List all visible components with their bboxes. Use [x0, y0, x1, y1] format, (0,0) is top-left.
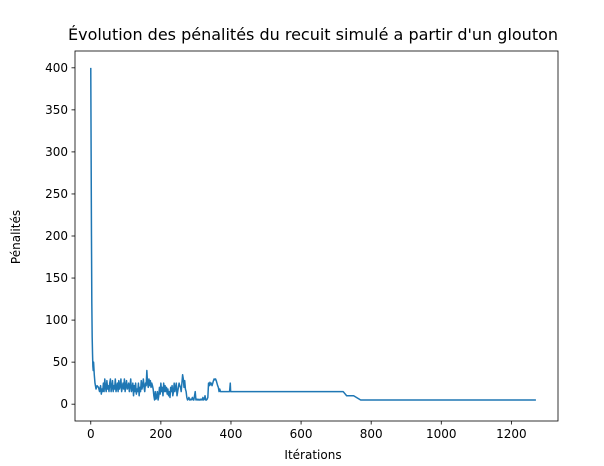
y-tick-label: 50 — [53, 355, 68, 369]
x-tick-label: 800 — [360, 427, 383, 441]
y-tick-label: 150 — [45, 271, 68, 285]
x-tick-label: 0 — [87, 427, 95, 441]
y-axis-label: Pénalités — [9, 210, 23, 264]
y-tick-label: 100 — [45, 313, 68, 327]
x-tick-label: 1200 — [496, 427, 527, 441]
plot-frame — [74, 50, 559, 422]
x-tick-label: 600 — [290, 427, 313, 441]
chart-title: Évolution des pénalités du recuit simulé… — [68, 25, 558, 44]
y-tick-label: 0 — [60, 397, 68, 411]
plot-area: 0 200 400 600 800 1000 1200 0 50 100 150 200 250 300 3… — [45, 50, 559, 441]
y-tick-label: 200 — [45, 229, 68, 243]
series-line-0 — [90, 67, 536, 401]
x-tick-label: 200 — [149, 427, 172, 441]
y-tick-label: 250 — [45, 187, 68, 201]
y-tick-label: 400 — [45, 61, 68, 75]
x-tick-label: 400 — [220, 427, 243, 441]
x-axis-label: Itérations — [284, 448, 341, 462]
y-tick-label: 350 — [45, 103, 68, 117]
x-tick-label: 1000 — [426, 427, 457, 441]
y-tick-label: 300 — [45, 145, 68, 159]
